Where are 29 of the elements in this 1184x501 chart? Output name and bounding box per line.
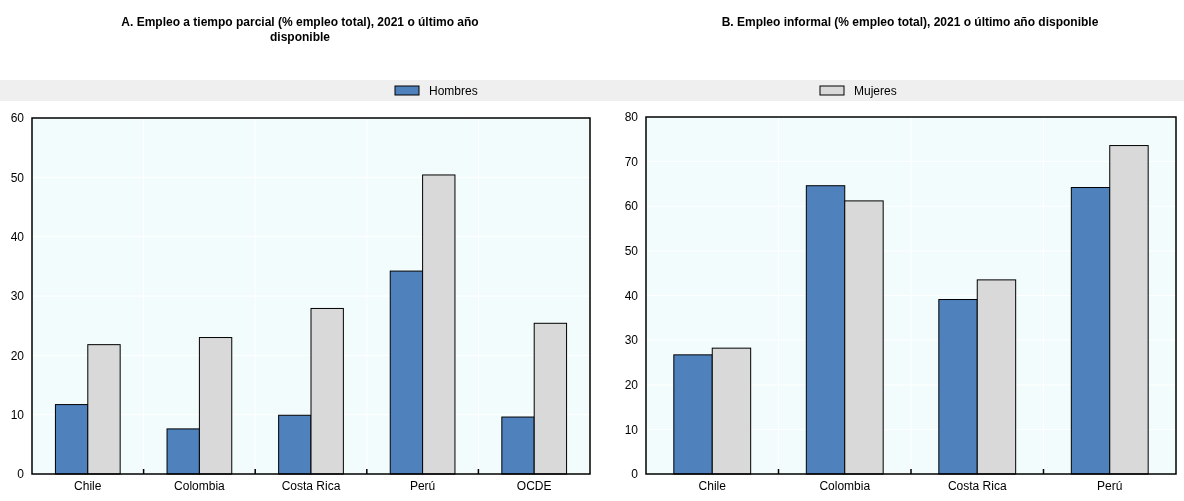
y-tick-label: 80 [624, 110, 639, 125]
y-tick-label: 30 [10, 289, 25, 304]
y-tick-label: 20 [624, 377, 639, 392]
x-tick-label: Colombia [174, 479, 226, 493]
y-tick-label: 40 [624, 288, 639, 303]
x-tick-label: Chile [74, 479, 102, 493]
y-tick-label: 50 [624, 244, 639, 259]
legend-label: Mujeres [854, 84, 897, 99]
y-tick-label: 20 [10, 348, 25, 363]
y-tick-label: 10 [10, 407, 25, 422]
chart-title: B. Empleo informal (% empleo total), 2021 o último año disponible [721, 15, 1099, 29]
x-tick-label: Costa Rica [281, 479, 341, 493]
y-tick-label: 10 [624, 422, 639, 437]
x-tick-label: Chile [698, 479, 727, 493]
x-tick-label: Colombia [819, 479, 871, 493]
y-tick-label: 30 [624, 333, 639, 348]
x-tick-label: OCDE [516, 479, 552, 493]
y-tick-label: 60 [10, 111, 25, 126]
x-tick-label: Costa Rica [947, 479, 1007, 493]
chart-title: A. Empleo a tiempo parcial (% empleo total), 2021 o último año disponible [121, 15, 479, 44]
legend-label: Hombres [429, 84, 478, 99]
y-tick-label: 60 [624, 199, 639, 214]
y-tick-label: 40 [10, 229, 25, 244]
y-tick-label: 0 [17, 467, 25, 482]
y-tick-label: 70 [624, 154, 639, 169]
x-tick-label: Perú [409, 479, 436, 493]
y-tick-label: 50 [10, 170, 25, 185]
y-tick-label: 0 [631, 467, 639, 482]
x-tick-label: Perú [1097, 479, 1123, 493]
